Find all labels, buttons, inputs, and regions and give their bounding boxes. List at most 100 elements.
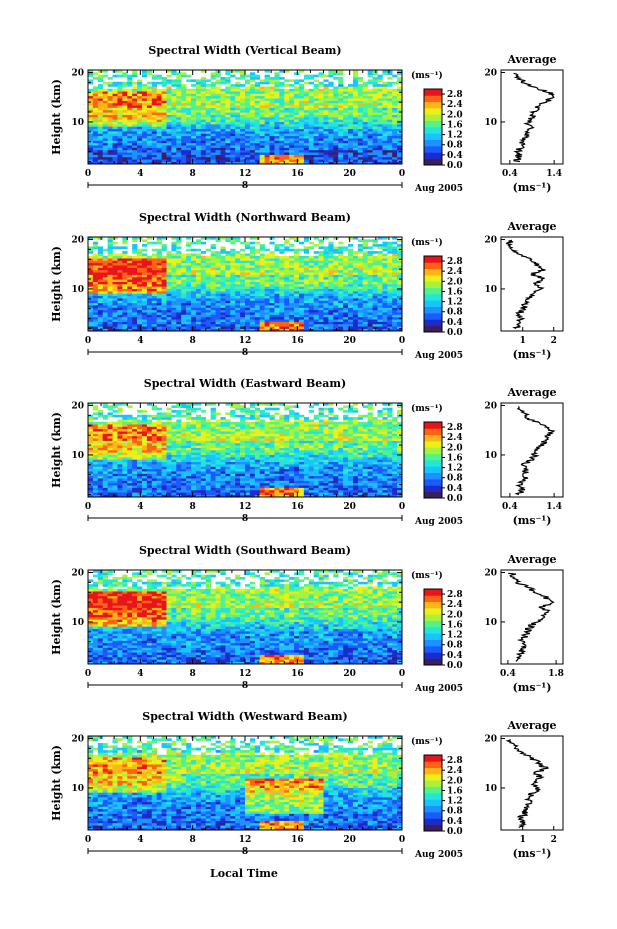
heatmap-cell: [205, 265, 211, 268]
heatmap-cell: [107, 323, 113, 327]
heatmap-cell: [279, 161, 285, 165]
heatmap-cell: [333, 159, 339, 162]
heatmap-cell: [97, 450, 104, 453]
heatmap-cell: [220, 295, 226, 299]
heatmap-cell: [274, 312, 280, 315]
heatmap-cell: [289, 100, 295, 104]
heatmap-cell: [318, 72, 324, 75]
heatmap-cell: [249, 161, 256, 165]
heatmap-cell: [372, 244, 378, 247]
heatmap-cell: [122, 102, 128, 106]
heatmap-cell: [289, 309, 295, 313]
heatmap-cell: [92, 492, 99, 495]
heatmap-cell: [215, 109, 221, 113]
heatmap-cell: [127, 307, 133, 311]
heatmap-cell: [146, 135, 153, 139]
heatmap-cell: [156, 128, 162, 132]
heatmap-cell: [259, 138, 265, 141]
heatmap-cell: [171, 267, 177, 271]
heatmap-cell: [166, 149, 172, 153]
heatmap-cell: [357, 305, 364, 308]
heatmap-cell: [338, 159, 344, 162]
heatmap-cell: [289, 281, 295, 285]
colorbar-tick-label: 0.0: [447, 328, 463, 338]
heatmap-cell: [323, 102, 329, 106]
heatmap-cell: [343, 88, 349, 92]
heatmap-cell: [186, 312, 192, 315]
heatmap-cell: [230, 121, 236, 125]
heatmap-cell: [191, 133, 197, 137]
heatmap-cell: [210, 105, 216, 108]
heatmap-cell: [249, 126, 256, 130]
heatmap-cell: [151, 260, 157, 264]
heatmap-cell: [127, 128, 133, 132]
heatmap-cell: [92, 428, 99, 432]
heatmap-cell: [323, 79, 329, 83]
heatmap-cell: [122, 121, 128, 125]
heatmap-cell: [235, 159, 241, 162]
heatmap-cell: [333, 326, 339, 329]
heatmap-cell: [200, 142, 207, 146]
heatmap-cell: [191, 152, 197, 155]
heatmap-cell: [141, 326, 148, 329]
heatmap-cell: [161, 98, 167, 101]
heatmap-cell: [367, 305, 373, 308]
heatmap-cell: [387, 267, 393, 271]
colorbar-swatch: [424, 120, 442, 128]
heatmap-cell: [97, 489, 104, 493]
heatmap-cell: [156, 77, 162, 80]
heatmap-cell: [259, 149, 265, 153]
average-x-tick-label: 1.4: [546, 169, 562, 179]
heatmap-cell: [225, 262, 231, 266]
heatmap-cell: [392, 154, 398, 158]
heatmap-cell: [323, 117, 329, 120]
heatmap-cell: [333, 248, 339, 252]
heatmap-cell: [225, 281, 231, 285]
heatmap-cell: [122, 109, 128, 113]
heatmap-cell: [181, 109, 187, 113]
heatmap-cell: [298, 119, 305, 122]
heatmap-cell: [127, 260, 133, 264]
heatmap-cell: [141, 147, 148, 151]
heatmap-cell: [151, 107, 157, 111]
heatmap-cell: [97, 255, 104, 259]
heatmap-cell: [352, 124, 359, 127]
heatmap-cell: [397, 81, 403, 85]
heatmap-cell: [220, 79, 226, 83]
heatmap-cell: [264, 302, 270, 306]
heatmap-cell: [210, 154, 216, 158]
colorbar-swatch: [424, 89, 442, 96]
heatmap-cell: [166, 302, 172, 306]
heatmap-cell: [357, 91, 364, 94]
heatmap-cell: [122, 152, 128, 155]
heatmap-cell: [303, 291, 310, 294]
heatmap-cell: [333, 138, 339, 141]
heatmap-cell: [92, 471, 99, 474]
heatmap-cell: [127, 126, 133, 130]
heatmap-cell: [97, 468, 104, 472]
heatmap-cell: [210, 288, 216, 292]
heatmap-cell: [132, 328, 138, 332]
heatmap-cell: [284, 316, 290, 320]
heatmap-cell: [294, 159, 300, 162]
heatmap-cell: [362, 288, 368, 292]
heatmap-cell: [269, 102, 275, 106]
heatmap-cell: [313, 284, 319, 287]
heatmap-cell: [200, 241, 207, 245]
heatmap-cell: [392, 100, 398, 104]
heatmap-cell: [294, 145, 300, 148]
heatmap-cell: [284, 312, 290, 315]
heatmap-cell: [112, 246, 118, 250]
heatmap-cell: [318, 107, 324, 111]
heatmap-cell: [181, 112, 187, 115]
heatmap-cell: [171, 326, 177, 329]
heatmap-cell: [328, 156, 334, 160]
heatmap-cell: [318, 145, 324, 148]
heatmap-cell: [240, 117, 246, 120]
heatmap-cell: [343, 145, 349, 148]
heatmap-cell: [220, 161, 226, 165]
heatmap-cell: [230, 126, 236, 130]
heatmap-cell: [348, 86, 354, 90]
heatmap-cell: [313, 288, 319, 292]
heatmap-cell: [357, 307, 364, 311]
